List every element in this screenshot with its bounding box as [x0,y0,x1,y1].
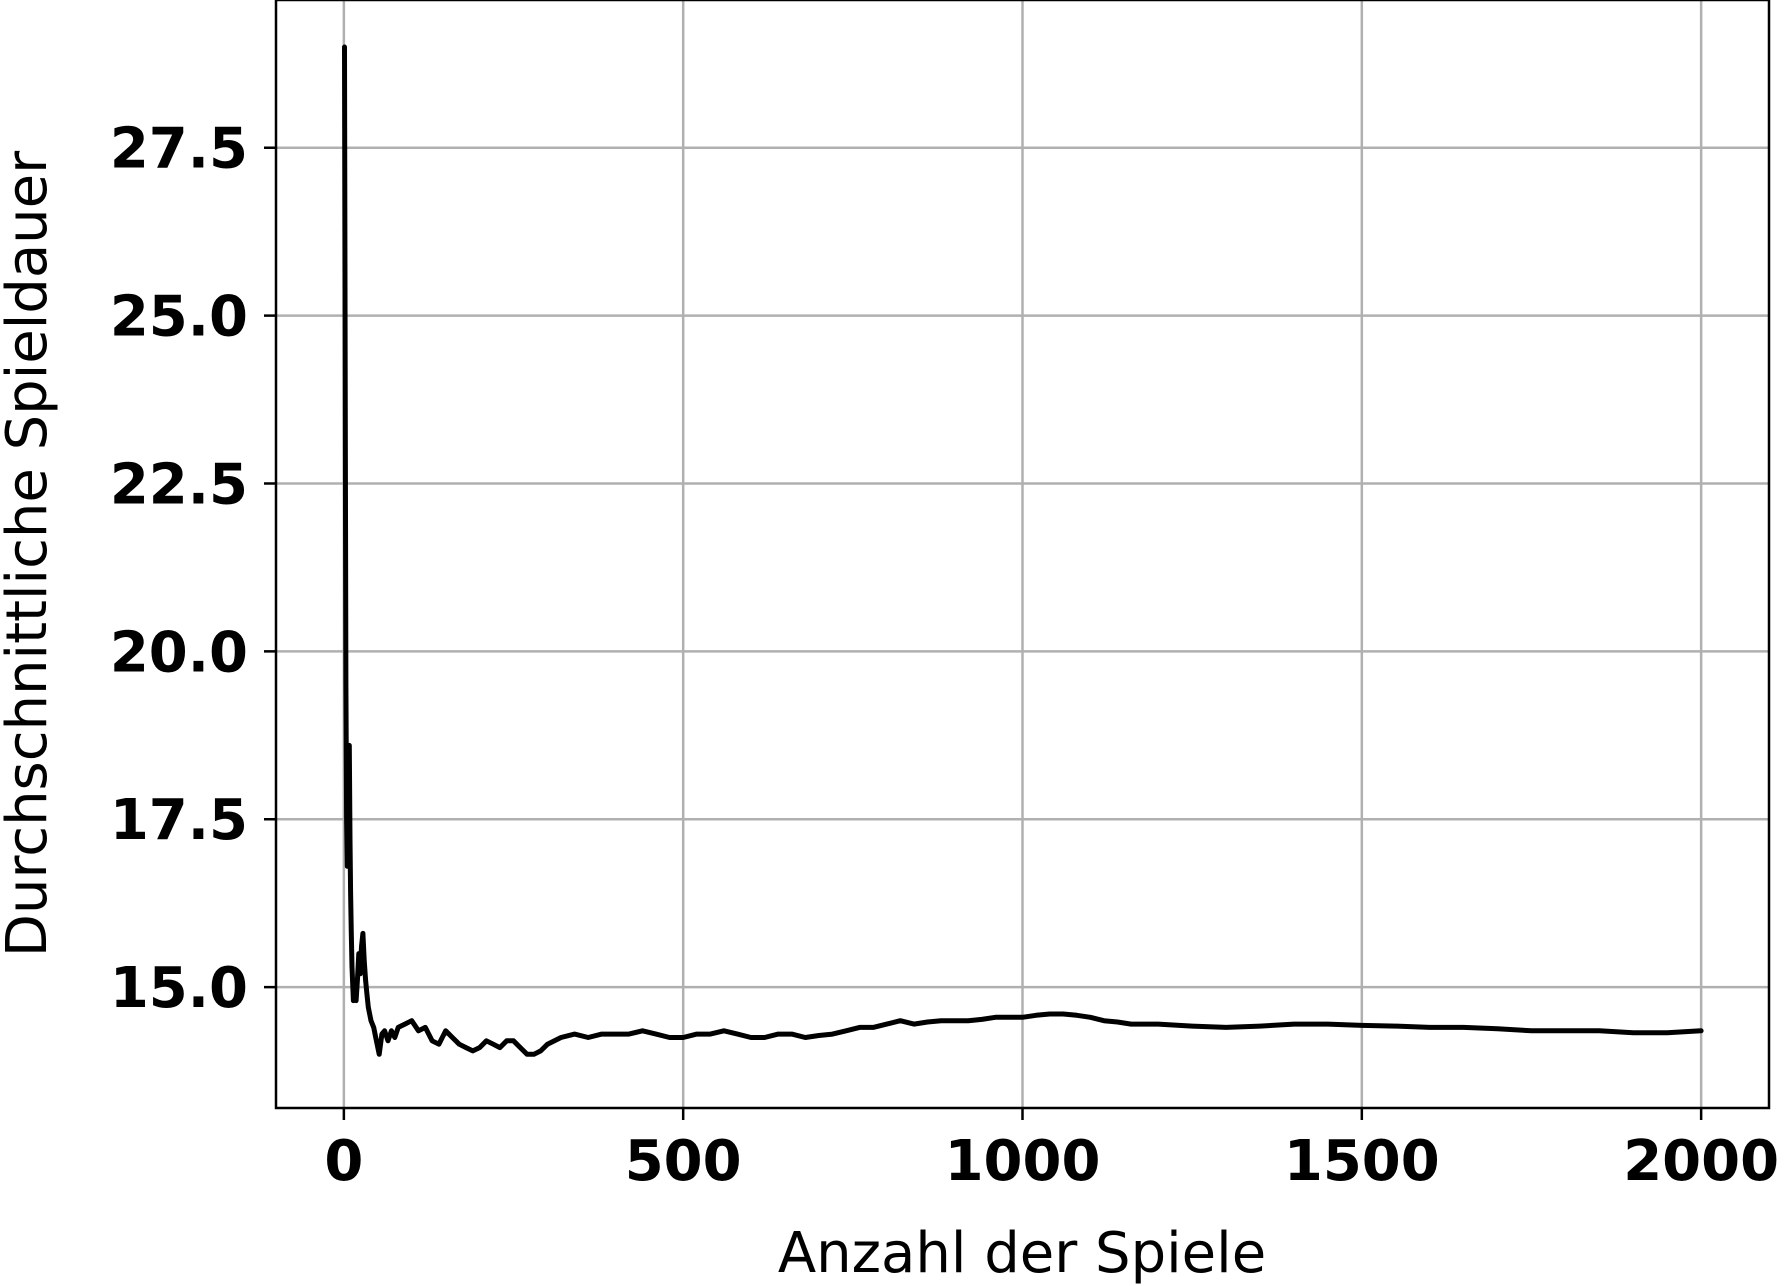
y-tick-label: 20.0 [110,620,248,685]
y-tick-label: 22.5 [110,452,248,517]
series-layer [342,44,1704,1057]
x-tick-label: 2000 [1623,1129,1779,1194]
y-tick-label: 15.0 [110,956,248,1021]
x-tick-label: 0 [324,1129,363,1194]
y-axis-label: Durchschnittliche Spieldauer [0,150,60,957]
grid [276,0,1769,1108]
x-tick-label: 1000 [945,1129,1101,1194]
x-axis: 0 500 1000 1500 2000 [324,1108,1779,1194]
y-axis: 15.0 17.5 20.0 22.5 25.0 27.5 [110,117,276,1021]
y-tick-label: 17.5 [110,788,248,853]
x-tick-label: 1500 [1284,1129,1440,1194]
y-tick-label: 25.0 [110,285,248,350]
x-tick-label: 500 [625,1129,742,1194]
series-line [342,44,1704,1057]
x-axis-label: Anzahl der Spiele [778,1221,1266,1286]
y-tick-label: 27.5 [110,117,248,182]
